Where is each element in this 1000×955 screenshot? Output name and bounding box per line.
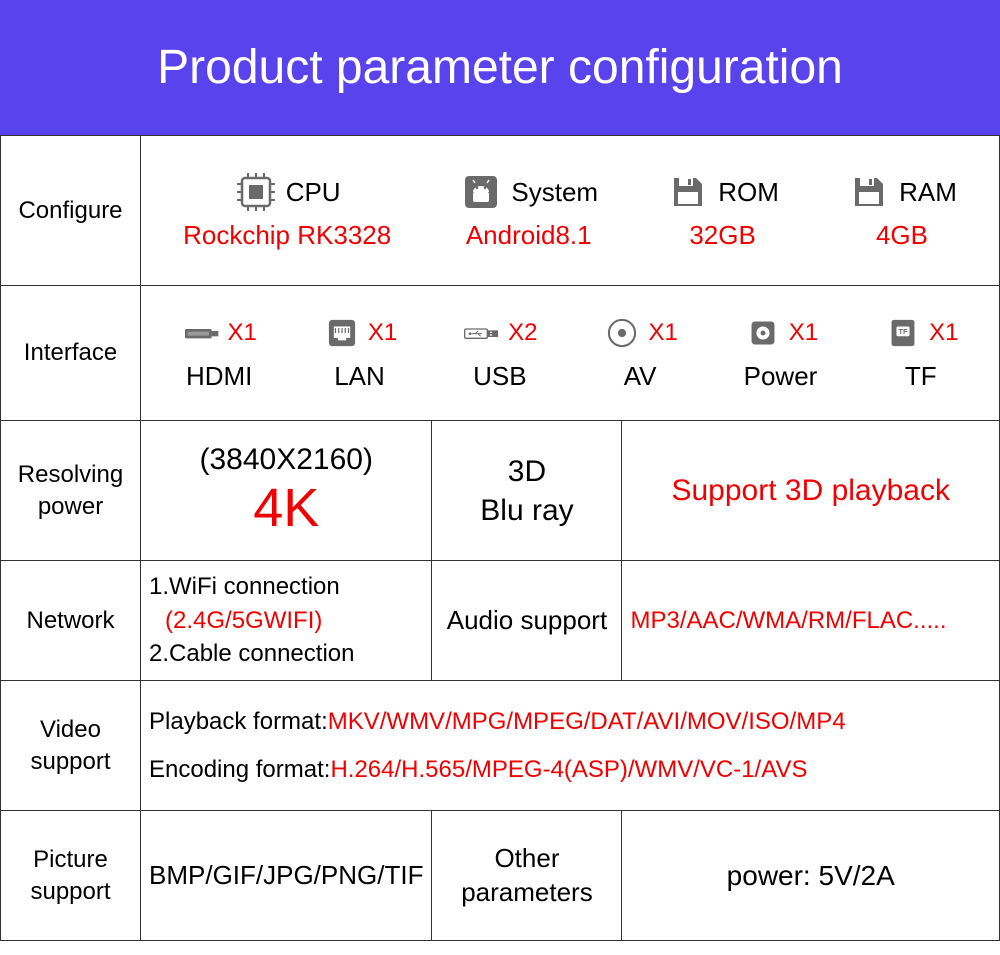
power-value-cell: power: 5V/2A (622, 811, 1000, 941)
android-icon (459, 170, 503, 214)
if-count: X2 (508, 319, 537, 347)
save-icon (666, 170, 710, 214)
svg-text:TF: TF (899, 326, 908, 335)
other-params-label: Other parameters (432, 811, 622, 941)
if-name: AV (602, 361, 677, 392)
save-icon (847, 170, 891, 214)
cfg-item-system: System Android8.1 (459, 170, 598, 251)
resolution-cell: (3840X2160) 4K (141, 421, 432, 561)
row-label-interface: Interface (1, 286, 141, 421)
blu-line2: Blu ray (440, 491, 613, 530)
if-name: USB (462, 361, 537, 392)
tf-icon: TF (883, 315, 923, 351)
if-name: Power (743, 361, 818, 392)
if-name: LAN (322, 361, 397, 392)
row-label-text: Resolving power (18, 461, 123, 519)
cfg-label: ROM (718, 177, 779, 208)
video-playback: Playback format:MKV/WMV/MPG/MPEG/DAT/AVI… (149, 698, 991, 746)
row-label-network: Network (1, 561, 141, 681)
interface-items: X1 HDMI X1 LAN X2 USB (149, 315, 991, 392)
video-cell: Playback format:MKV/WMV/MPG/MPEG/DAT/AVI… (141, 681, 1000, 811)
resolution-main: 4K (149, 477, 423, 539)
usb-icon (462, 315, 502, 351)
cfg-item-rom: ROM 32GB (666, 170, 779, 251)
cfg-item-cpu: CPU Rockchip RK3328 (183, 170, 391, 251)
cpu-icon (234, 170, 278, 214)
row-label-configure: Configure (1, 136, 141, 286)
encoding-prefix: Encoding format: (149, 756, 330, 783)
lan-icon (322, 315, 362, 351)
if-name: HDMI (181, 361, 256, 392)
audio-label-cell: Audio support (432, 561, 622, 681)
cfg-label: System (511, 177, 598, 208)
picture-value-cell: BMP/GIF/JPG/PNG/TIF (141, 811, 432, 941)
row-label-resolving: Resolving power (1, 421, 141, 561)
blu-line1: 3D (440, 452, 613, 491)
support-3d-cell: Support 3D playback (622, 421, 1000, 561)
av-icon (602, 315, 642, 351)
cfg-value: 4GB (847, 220, 957, 251)
row-label-video: Video support (1, 681, 141, 811)
cfg-item-ram: RAM 4GB (847, 170, 957, 251)
playback-prefix: Playback format: (149, 708, 328, 735)
spec-table: Configure CPU Rockchip RK3328 (0, 135, 1000, 941)
resolution-sub: (3840X2160) (149, 443, 423, 477)
cfg-value: Rockchip RK3328 (183, 220, 391, 251)
network-line1: 1.WiFi connection (149, 570, 423, 604)
if-count: X1 (368, 319, 397, 347)
encoding-value: H.264/H.565/MPEG-4(ASP)/WMV/VC-1/AVS (330, 756, 807, 783)
page-title: Product parameter configuration (157, 40, 843, 95)
if-count: X1 (789, 319, 818, 347)
if-item-tf: TF X1 TF (883, 315, 958, 392)
hdmi-icon (181, 315, 221, 351)
if-item-power: X1 Power (743, 315, 818, 392)
network-line3: 2.Cable connection (149, 637, 423, 671)
if-name: TF (883, 361, 958, 392)
if-count: X1 (227, 319, 256, 347)
if-count: X1 (648, 319, 677, 347)
if-count: X1 (929, 319, 958, 347)
network-line2: (2.4G/5GWIFI) (149, 604, 423, 638)
power-icon (743, 315, 783, 351)
cfg-label: RAM (899, 177, 957, 208)
cfg-label: CPU (286, 177, 341, 208)
network-cell: 1.WiFi connection (2.4G/5GWIFI) 2.Cable … (141, 561, 432, 681)
bluray-cell: 3D Blu ray (432, 421, 622, 561)
if-item-lan: X1 LAN (322, 315, 397, 392)
cfg-value: Android8.1 (459, 220, 598, 251)
video-encoding: Encoding format:H.264/H.565/MPEG-4(ASP)/… (149, 746, 991, 794)
configure-items: CPU Rockchip RK3328 System Android8.1 (149, 170, 991, 251)
if-item-usb: X2 USB (462, 315, 537, 392)
cfg-value: 32GB (666, 220, 779, 251)
row-label-picture: Picture support (1, 811, 141, 941)
playback-value: MKV/WMV/MPG/MPEG/DAT/AVI/MOV/ISO/MP4 (328, 708, 846, 735)
if-item-hdmi: X1 HDMI (181, 315, 256, 392)
header: Product parameter configuration (0, 0, 1000, 135)
if-item-av: X1 AV (602, 315, 677, 392)
audio-value-cell: MP3/AAC/WMA/RM/FLAC..... (622, 561, 1000, 681)
